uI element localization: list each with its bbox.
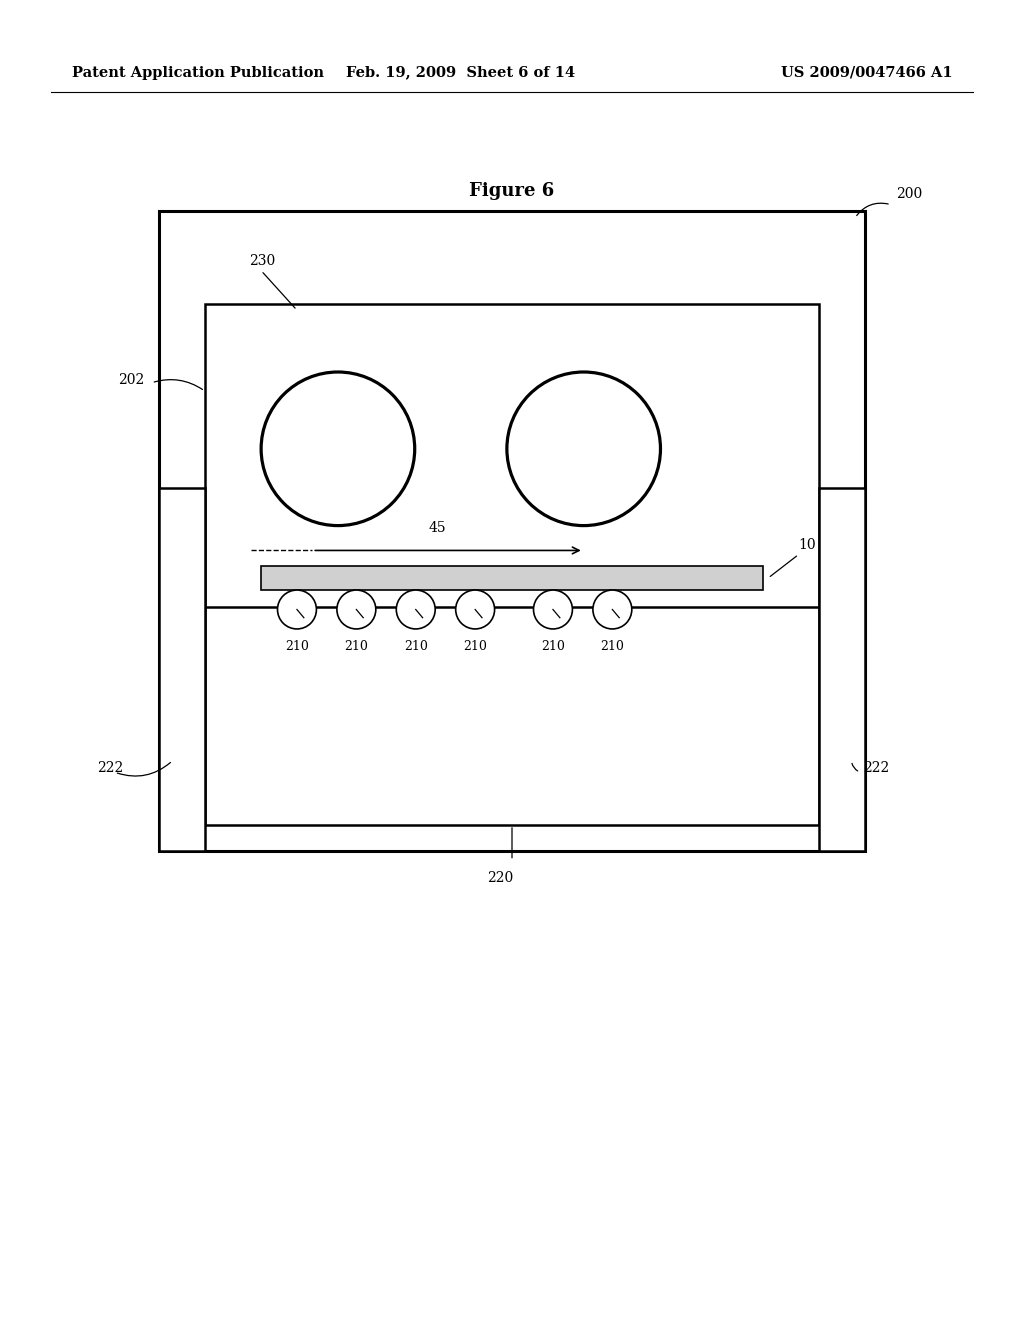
Text: 180: 180 xyxy=(364,417,389,430)
Ellipse shape xyxy=(593,590,632,628)
Ellipse shape xyxy=(534,590,572,628)
Ellipse shape xyxy=(507,372,660,525)
Bar xyxy=(261,566,763,590)
Text: Feb. 19, 2009  Sheet 6 of 14: Feb. 19, 2009 Sheet 6 of 14 xyxy=(346,66,575,79)
Text: US 2009/0047466 A1: US 2009/0047466 A1 xyxy=(780,66,952,79)
Text: 180: 180 xyxy=(608,417,635,430)
Text: 210: 210 xyxy=(463,639,487,652)
Bar xyxy=(159,488,205,851)
Ellipse shape xyxy=(337,590,376,628)
Bar xyxy=(159,211,865,851)
Text: 45: 45 xyxy=(429,520,446,535)
Text: 220: 220 xyxy=(486,871,513,886)
Text: 200: 200 xyxy=(896,186,923,201)
Text: 210: 210 xyxy=(344,639,369,652)
Text: 210: 210 xyxy=(403,639,428,652)
Ellipse shape xyxy=(261,372,415,525)
Text: 222: 222 xyxy=(97,762,124,775)
Ellipse shape xyxy=(456,590,495,628)
Bar xyxy=(819,488,865,851)
Text: 210: 210 xyxy=(600,639,625,652)
Bar xyxy=(205,607,819,825)
Ellipse shape xyxy=(396,590,435,628)
Text: 210: 210 xyxy=(285,639,309,652)
Text: 10: 10 xyxy=(799,537,816,552)
Text: 202: 202 xyxy=(118,374,144,387)
Text: Figure 6: Figure 6 xyxy=(469,182,555,201)
Ellipse shape xyxy=(278,590,316,628)
Text: 210: 210 xyxy=(541,639,565,652)
Text: 230: 230 xyxy=(249,253,275,268)
Text: 222: 222 xyxy=(863,762,890,775)
Text: Patent Application Publication: Patent Application Publication xyxy=(72,66,324,79)
Bar xyxy=(205,304,819,653)
